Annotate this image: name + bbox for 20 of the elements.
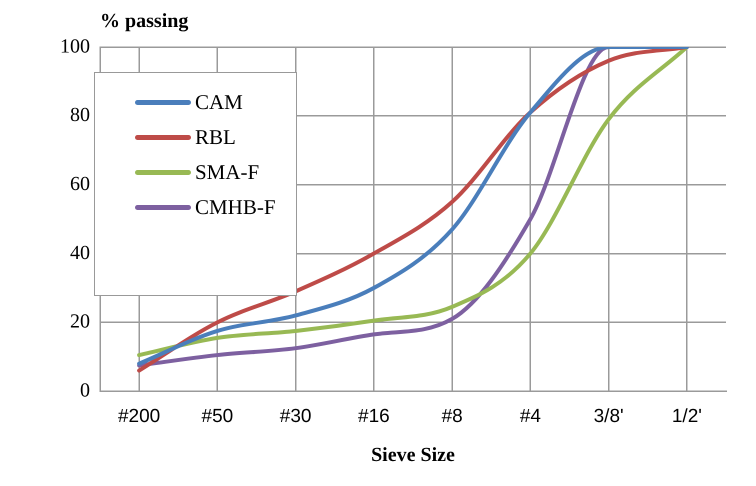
x-axis-title: Sieve Size	[371, 444, 456, 466]
x-tick-label: #50	[202, 406, 234, 427]
legend-label: CMHB-F	[195, 195, 276, 220]
x-tick-label: 1/2'	[672, 406, 702, 427]
x-tick-label: #8	[442, 406, 463, 427]
x-tick-label: #30	[280, 406, 312, 427]
y-tick-label: 60	[70, 172, 90, 195]
y-tick-label: 100	[60, 35, 90, 58]
legend-label: SMA-F	[195, 160, 260, 185]
y-tick-label: 80	[70, 104, 90, 126]
legend-label: RBL	[195, 125, 236, 150]
y-axis-title: % passing	[100, 10, 188, 33]
y-tick-label: 20	[70, 310, 90, 333]
legend-label: CAM	[195, 90, 243, 115]
x-tick-label: #4	[520, 406, 542, 427]
x-tick-label: 3/8'	[594, 406, 624, 427]
x-tick-label: #16	[358, 406, 390, 427]
y-tick-label: 0	[80, 379, 90, 402]
y-tick-label: 40	[70, 242, 90, 264]
x-tick-label: #200	[118, 406, 160, 427]
